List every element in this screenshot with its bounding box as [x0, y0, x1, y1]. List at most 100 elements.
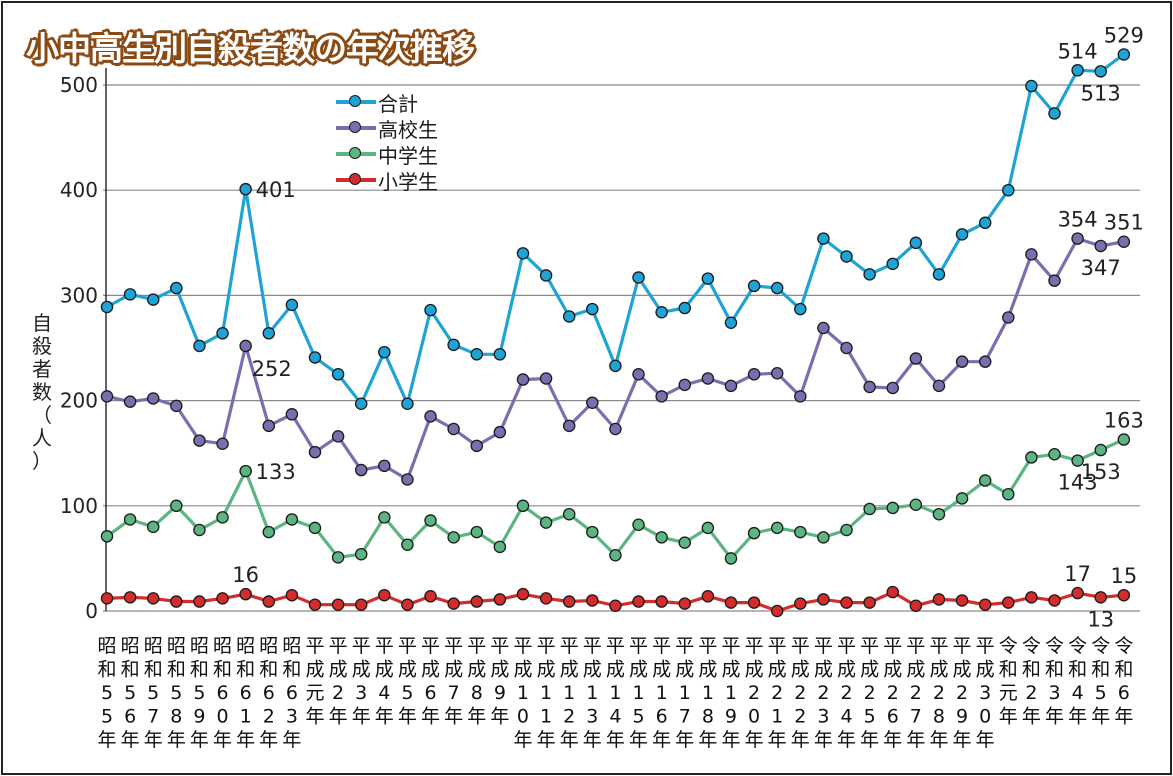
- x-tick-char: 年: [1022, 706, 1041, 728]
- data-point: [863, 380, 876, 394]
- data-point: [193, 523, 206, 537]
- data-point: [447, 338, 460, 352]
- data-point: [170, 499, 183, 513]
- data-point: [863, 502, 876, 516]
- data-point: [308, 351, 322, 364]
- data-point: [978, 598, 992, 611]
- x-tick-char: 成: [652, 659, 671, 681]
- x-tick-char: 1: [240, 706, 252, 728]
- x-tick-char: 年: [375, 706, 394, 728]
- data-point: [955, 492, 969, 505]
- data-point: [932, 379, 946, 393]
- gridlines: [103, 84, 1140, 612]
- x-tick-char: 令: [999, 635, 1018, 657]
- data-point: [354, 547, 368, 561]
- data-point: [216, 592, 229, 605]
- data-point: [239, 339, 252, 353]
- data-point: [262, 525, 276, 539]
- data-point: [1048, 448, 1061, 461]
- data-label: 133: [256, 460, 296, 484]
- data-point: [100, 592, 114, 605]
- data-point: [909, 498, 923, 511]
- data-point: [470, 439, 484, 453]
- data-point: [586, 396, 599, 409]
- data-point: [932, 593, 946, 606]
- data-point: [1048, 107, 1061, 120]
- x-tick-char: 4: [1072, 682, 1084, 704]
- data-point: [239, 587, 252, 601]
- x-tick-char: 年: [259, 729, 278, 751]
- data-point: [285, 408, 299, 421]
- x-tick-char: 昭: [213, 635, 232, 657]
- x-tick-char: 成: [490, 659, 509, 681]
- x-tick-char: 年: [398, 706, 417, 728]
- x-tick-char: 1: [563, 682, 575, 704]
- x-tick-char: 昭: [259, 635, 278, 657]
- data-point: [1071, 64, 1084, 77]
- x-tick-char: 1: [632, 682, 644, 704]
- x-tick-char: 3: [979, 682, 991, 704]
- data-point: [562, 507, 576, 521]
- y-axis-label-char: 者: [32, 357, 52, 381]
- data-point: [955, 228, 969, 241]
- x-tick-char: 年: [282, 729, 301, 751]
- data-point: [609, 599, 622, 612]
- data-point: [401, 598, 414, 611]
- x-tick-char: 2: [794, 706, 806, 728]
- y-tick-label: 200: [60, 389, 98, 413]
- x-tick-char: 令: [1114, 635, 1133, 657]
- x-tick-char: 成: [352, 659, 371, 681]
- data-point: [146, 520, 160, 534]
- data-point: [539, 269, 553, 282]
- data-point: [378, 459, 391, 473]
- x-tick-char: 昭: [282, 635, 301, 657]
- x-tick-char: 0: [517, 706, 529, 728]
- x-tick-char: 成: [329, 659, 348, 681]
- x-tick-char: 4: [609, 706, 621, 728]
- data-point: [447, 597, 460, 610]
- x-tick-char: 6: [124, 706, 136, 728]
- x-tick-char: 年: [444, 706, 463, 728]
- x-tick-char: 年: [791, 729, 810, 751]
- x-tick-char: 成: [675, 659, 694, 681]
- data-point: [609, 548, 622, 562]
- y-axis-label-char: 人: [32, 426, 52, 450]
- data-point: [840, 341, 853, 355]
- x-tick-char: 年: [976, 729, 995, 751]
- x-tick-char: 年: [698, 729, 717, 751]
- data-label: 252: [252, 357, 292, 381]
- data-point: [794, 597, 807, 610]
- x-tick-char: 8: [702, 706, 714, 728]
- data-point: [1025, 79, 1038, 93]
- x-tick-char: 年: [121, 729, 140, 751]
- data-point: [632, 368, 645, 381]
- data-point: [447, 531, 460, 544]
- x-tick-char: 2: [956, 682, 968, 704]
- x-tick-char: 6: [240, 682, 252, 704]
- data-point: [678, 597, 692, 610]
- x-tick-char: 平: [929, 635, 948, 657]
- data-point: [401, 538, 414, 551]
- x-tick-char: 平: [513, 635, 532, 657]
- x-tick-char: 成: [305, 659, 324, 681]
- data-point: [1094, 65, 1107, 78]
- x-tick-char: 年: [213, 729, 232, 751]
- data-point: [170, 399, 183, 413]
- x-tick-char: 年: [883, 729, 902, 751]
- data-point: [146, 293, 160, 306]
- x-tick-char: 0: [217, 706, 229, 728]
- data-point: [424, 514, 437, 527]
- x-tick-char: 3: [1048, 682, 1060, 704]
- x-tick-char: 成: [444, 659, 463, 681]
- legend-label: 合計: [378, 91, 418, 116]
- data-point: [724, 379, 738, 393]
